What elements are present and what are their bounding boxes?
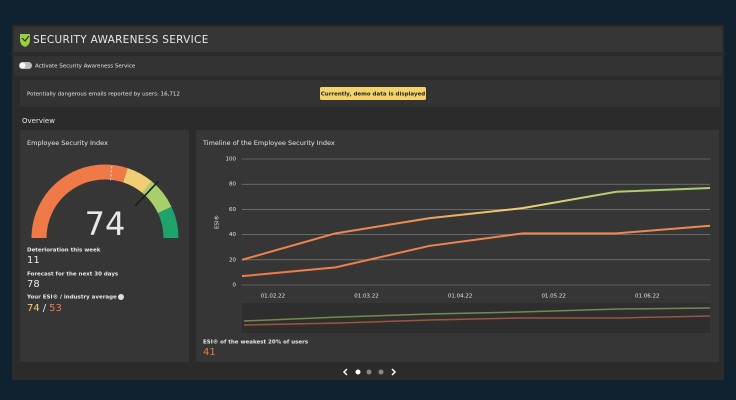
weakest-label: ESI® of the weakest 20% of users bbox=[203, 340, 309, 346]
x-tick-label: 01.03.22 bbox=[354, 294, 379, 300]
mini-line bbox=[243, 315, 711, 326]
comparison-values: 74/53 bbox=[27, 303, 62, 314]
forecast-value: 78 bbox=[27, 279, 40, 290]
x-tick-label: 01.05.22 bbox=[541, 294, 566, 300]
y-tick-label: 60 bbox=[229, 207, 236, 213]
x-tick-label: 01.06.22 bbox=[635, 294, 660, 300]
deterioration-value: 11 bbox=[27, 255, 40, 266]
index-title: Employee Security Index bbox=[27, 139, 108, 147]
y-tick-label: 20 bbox=[229, 257, 236, 263]
industry-esi: 53 bbox=[49, 303, 62, 314]
gauge-band bbox=[31, 164, 128, 239]
gauge-value: 74 bbox=[85, 205, 126, 243]
gauge-needle bbox=[134, 180, 159, 207]
deterioration-label: Deterioration this week bbox=[27, 248, 101, 254]
y-tick-label: 100 bbox=[226, 157, 237, 163]
gauge-band bbox=[157, 206, 179, 239]
your-esi: 74 bbox=[27, 303, 40, 314]
timeline-title: Timeline of the Employee Security Index bbox=[202, 139, 335, 147]
prev-arrow[interactable] bbox=[342, 368, 348, 376]
next-arrow[interactable] bbox=[391, 368, 397, 376]
page-dot[interactable] bbox=[378, 369, 384, 375]
header-bar bbox=[14, 27, 722, 52]
toggle-row bbox=[14, 56, 722, 76]
x-tick-label: 01.04.22 bbox=[448, 294, 473, 300]
demo-badge bbox=[320, 87, 426, 100]
series-line bbox=[241, 224, 711, 278]
header-title: SECURITY AWARENESS SERVICE bbox=[33, 34, 209, 46]
reported-label: Potentially dangerous emails reported by… bbox=[27, 92, 180, 98]
section-title: Overview bbox=[22, 117, 55, 125]
toggle-label: Activate Security Awareness Service bbox=[35, 64, 136, 70]
x-tick-label: 01.02.22 bbox=[261, 294, 286, 300]
separator: / bbox=[43, 303, 47, 314]
weakest-value: 41 bbox=[203, 347, 216, 358]
y-tick-label: 40 bbox=[229, 232, 236, 238]
page-dot[interactable] bbox=[355, 369, 361, 375]
gauge-band bbox=[142, 181, 172, 214]
y-tick-label: 80 bbox=[229, 182, 236, 188]
forecast-label: Forecast for the next 30 days bbox=[27, 272, 119, 278]
gauge-reference bbox=[109, 164, 113, 181]
logo-check bbox=[21, 35, 30, 42]
gauge-band bbox=[122, 168, 152, 194]
y-tick-label: 0 bbox=[233, 283, 237, 289]
series-line bbox=[241, 186, 711, 261]
demo-badge-text: Currently, demo data is displayed bbox=[321, 92, 426, 98]
y-axis-label: ESI® bbox=[214, 215, 221, 229]
comparison-label: Your ESI® / industry average bbox=[26, 295, 117, 301]
mini-line bbox=[243, 307, 711, 322]
toggle-knob bbox=[19, 62, 26, 69]
info-icon[interactable] bbox=[118, 294, 124, 300]
page-dot[interactable] bbox=[366, 369, 372, 375]
